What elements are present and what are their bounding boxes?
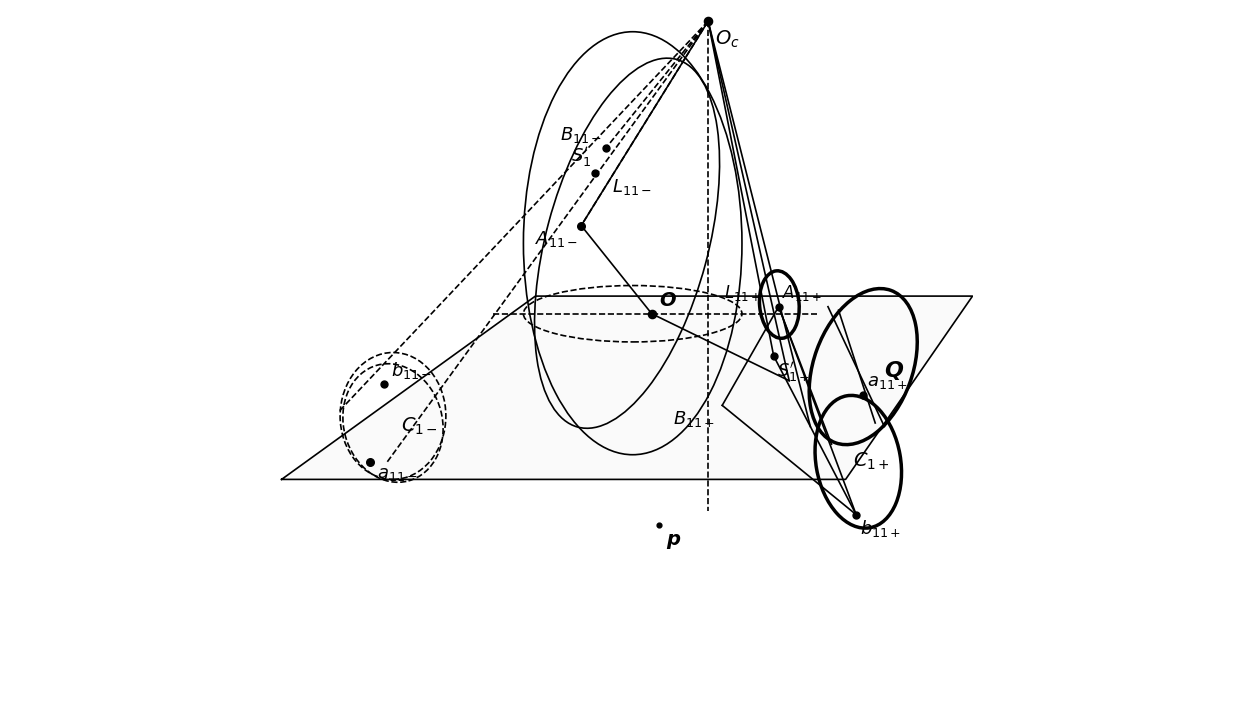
Point [360, 456, 379, 467]
Text: $\boldsymbol{O}$: $\boldsymbol{O}$ [658, 292, 677, 310]
Point [572, 220, 591, 231]
Point [698, 16, 718, 27]
Polygon shape [281, 296, 972, 479]
Text: $\boldsymbol{a_{11+}}$: $\boldsymbol{a_{11+}}$ [867, 373, 908, 391]
Text: $\boldsymbol{A_{11-}}$: $\boldsymbol{A_{11-}}$ [534, 229, 578, 249]
Text: $\boldsymbol{O_c}$: $\boldsymbol{O_c}$ [715, 28, 740, 49]
Point [596, 142, 616, 154]
Point [769, 301, 789, 312]
Text: $\boldsymbol{C_{1-}}$: $\boldsymbol{C_{1-}}$ [402, 416, 439, 437]
Point [846, 509, 866, 520]
Text: $\boldsymbol{L_{11+}}$: $\boldsymbol{L_{11+}}$ [724, 283, 761, 303]
Text: $\boldsymbol{p}$: $\boldsymbol{p}$ [666, 532, 681, 551]
Text: $\boldsymbol{B_{11+}}$: $\boldsymbol{B_{11+}}$ [673, 409, 715, 429]
Text: $\boldsymbol{B_{11-}}$: $\boldsymbol{B_{11-}}$ [560, 125, 603, 145]
Point [642, 308, 662, 319]
Point [853, 389, 873, 400]
Text: $\boldsymbol{C_{1+}}$: $\boldsymbol{C_{1+}}$ [853, 451, 889, 472]
Text: $\boldsymbol{A_{11+}}$: $\boldsymbol{A_{11+}}$ [782, 283, 822, 303]
Point [649, 520, 668, 531]
Text: $\boldsymbol{b_{11-}}$: $\boldsymbol{b_{11-}}$ [391, 360, 432, 381]
Text: $\boldsymbol{L_{11-}}$: $\boldsymbol{L_{11-}}$ [611, 178, 651, 197]
Text: $\boldsymbol{b_{11+}}$: $\boldsymbol{b_{11+}}$ [859, 518, 901, 539]
Point [585, 167, 605, 178]
Text: $\boldsymbol{S_1^{\prime}}$: $\boldsymbol{S_1^{\prime}}$ [572, 145, 591, 169]
Point [374, 379, 394, 390]
Text: $\boldsymbol{S_{1+}^{\prime}}$: $\boldsymbol{S_{1+}^{\prime}}$ [777, 360, 811, 384]
Point [764, 350, 784, 362]
Text: $\boldsymbol{a_{11-}}$: $\boldsymbol{a_{11-}}$ [377, 465, 418, 484]
Text: $\boldsymbol{Q}$: $\boldsymbol{Q}$ [884, 359, 904, 381]
